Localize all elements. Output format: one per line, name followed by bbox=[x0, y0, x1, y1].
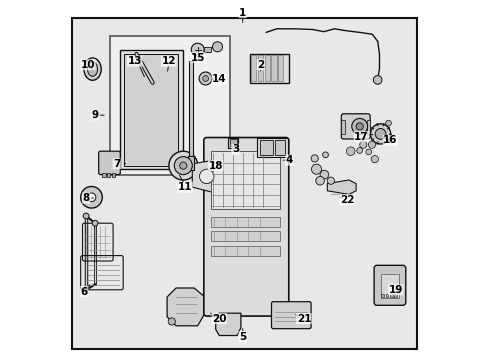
FancyBboxPatch shape bbox=[373, 265, 405, 305]
FancyBboxPatch shape bbox=[271, 302, 310, 329]
Circle shape bbox=[87, 193, 96, 202]
Bar bbox=[393, 294, 396, 297]
Text: 2: 2 bbox=[257, 60, 264, 70]
Circle shape bbox=[81, 186, 102, 208]
Text: 1: 1 bbox=[239, 8, 246, 18]
Circle shape bbox=[174, 157, 192, 175]
Text: 22: 22 bbox=[339, 195, 354, 205]
FancyBboxPatch shape bbox=[341, 114, 369, 139]
Bar bbox=[111, 173, 115, 177]
Circle shape bbox=[356, 148, 362, 153]
Text: 19: 19 bbox=[388, 285, 402, 295]
Circle shape bbox=[351, 118, 367, 134]
Bar bbox=[107, 173, 110, 177]
Text: 16: 16 bbox=[382, 135, 397, 145]
Bar bbox=[275, 140, 285, 155]
Bar bbox=[211, 151, 279, 209]
Bar bbox=[228, 138, 238, 148]
Bar bbox=[188, 61, 193, 158]
Text: 7: 7 bbox=[113, 159, 120, 169]
Polygon shape bbox=[192, 160, 223, 193]
Bar bbox=[264, 55, 269, 81]
Circle shape bbox=[346, 147, 354, 156]
Circle shape bbox=[370, 124, 390, 144]
Circle shape bbox=[310, 155, 318, 162]
Text: 11: 11 bbox=[178, 182, 192, 192]
Bar bbox=[109, 36, 230, 175]
Text: 15: 15 bbox=[190, 53, 204, 63]
Text: 3: 3 bbox=[231, 144, 239, 154]
Bar bbox=[257, 138, 287, 157]
Circle shape bbox=[365, 149, 371, 155]
Circle shape bbox=[326, 177, 334, 184]
Text: 18: 18 bbox=[208, 161, 223, 171]
Bar bbox=[380, 274, 399, 298]
Bar bbox=[249, 54, 289, 83]
Polygon shape bbox=[215, 313, 241, 336]
Bar bbox=[211, 231, 279, 241]
Text: 9: 9 bbox=[91, 110, 99, 120]
Bar bbox=[271, 55, 276, 81]
Circle shape bbox=[385, 120, 390, 126]
Text: 8: 8 bbox=[82, 193, 89, 203]
Circle shape bbox=[359, 141, 366, 148]
Bar bbox=[204, 47, 211, 52]
Bar bbox=[230, 139, 236, 146]
Bar bbox=[187, 156, 194, 170]
FancyBboxPatch shape bbox=[99, 151, 120, 175]
Circle shape bbox=[311, 164, 321, 174]
Circle shape bbox=[179, 162, 186, 169]
Circle shape bbox=[373, 76, 381, 84]
Text: 20: 20 bbox=[212, 314, 226, 324]
Polygon shape bbox=[167, 288, 204, 326]
Circle shape bbox=[83, 213, 89, 219]
Circle shape bbox=[315, 176, 324, 185]
Circle shape bbox=[355, 123, 363, 130]
Circle shape bbox=[168, 151, 197, 180]
Circle shape bbox=[199, 72, 212, 85]
Polygon shape bbox=[326, 180, 355, 194]
Circle shape bbox=[168, 318, 175, 325]
FancyBboxPatch shape bbox=[203, 138, 288, 316]
Bar bbox=[366, 120, 370, 134]
Text: 13: 13 bbox=[127, 56, 142, 66]
Bar bbox=[385, 294, 387, 297]
Text: 14: 14 bbox=[212, 74, 226, 84]
Circle shape bbox=[92, 220, 98, 226]
Text: 17: 17 bbox=[353, 132, 368, 142]
FancyBboxPatch shape bbox=[120, 50, 183, 169]
Text: 4: 4 bbox=[285, 155, 293, 165]
Bar bbox=[340, 120, 344, 134]
Text: 10: 10 bbox=[81, 60, 95, 70]
Bar bbox=[381, 294, 384, 297]
Text: 6: 6 bbox=[81, 287, 88, 297]
Ellipse shape bbox=[87, 62, 98, 76]
Circle shape bbox=[203, 76, 208, 81]
Bar bbox=[211, 246, 279, 256]
Circle shape bbox=[191, 43, 204, 56]
Bar bbox=[389, 294, 392, 297]
Bar bbox=[211, 217, 279, 227]
Text: 12: 12 bbox=[162, 56, 176, 66]
Circle shape bbox=[199, 169, 213, 184]
Text: 5: 5 bbox=[239, 332, 246, 342]
Bar bbox=[257, 55, 263, 81]
Circle shape bbox=[320, 170, 328, 179]
Circle shape bbox=[374, 129, 385, 139]
Bar bbox=[278, 55, 283, 81]
Circle shape bbox=[212, 42, 222, 52]
FancyBboxPatch shape bbox=[123, 54, 178, 166]
Circle shape bbox=[370, 156, 378, 163]
Bar bbox=[250, 55, 256, 81]
Bar bbox=[102, 173, 105, 177]
Circle shape bbox=[367, 141, 375, 148]
Bar bbox=[259, 140, 273, 155]
Text: 21: 21 bbox=[296, 314, 310, 324]
Circle shape bbox=[322, 152, 328, 158]
Ellipse shape bbox=[84, 58, 101, 80]
